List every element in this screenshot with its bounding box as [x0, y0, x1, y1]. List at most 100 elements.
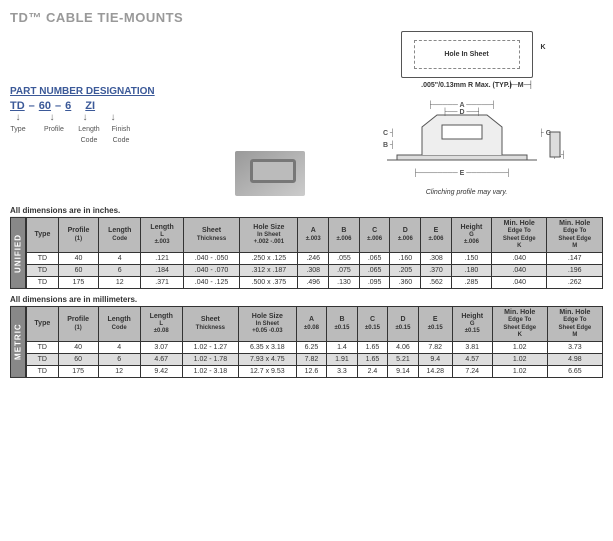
- table-row: TD606.184.040 - .070.312 x .187.308.075.…: [27, 264, 603, 276]
- table-cell: 6: [99, 264, 141, 276]
- pnd-length-label: Length Code: [78, 126, 99, 144]
- metric-side-label: METRIC: [10, 306, 26, 378]
- svg-text:B ┤: B ┤: [383, 140, 395, 150]
- table-cell: 12.6: [296, 365, 327, 377]
- table-cell: TD: [27, 264, 59, 276]
- table-cell: 1.02 - 1.27: [182, 341, 238, 353]
- table-cell: 7.93 x 4.75: [238, 353, 296, 365]
- table-cell: 3.3: [327, 365, 358, 377]
- table-cell: TD: [27, 365, 59, 377]
- table-cell: 4: [99, 252, 141, 264]
- table-header: Min. HoleEdge ToSheet EdgeM: [547, 218, 603, 253]
- part-number-arrows: ↓ ↓ ↓ ↓: [10, 112, 210, 123]
- table-cell: TD: [27, 353, 59, 365]
- table-cell: 2.4: [357, 365, 388, 377]
- table-cell: .130: [329, 276, 360, 288]
- table-cell: 6.35 x 3.18: [238, 341, 296, 353]
- table-cell: .496: [298, 276, 329, 288]
- table-header: Min. HoleEdge ToSheet EdgeK: [492, 306, 547, 341]
- table-cell: 9.14: [388, 365, 419, 377]
- diagram-side-view: ├───── A ─────┤ ├── D ──┤ C ┤ B ┤ ├─────…: [367, 97, 567, 187]
- part-number-labels: Type Profile Length Code Finish Code: [10, 123, 210, 145]
- table-header: E±.006: [421, 218, 452, 253]
- table-header: SheetThickness: [182, 306, 238, 341]
- table-cell: 4.67: [140, 353, 182, 365]
- table-cell: 1.4: [327, 341, 358, 353]
- table-cell: 175: [58, 276, 98, 288]
- svg-text:├──────── E ────────┤: ├──────── E ────────┤: [413, 168, 511, 178]
- table-cell: 7.24: [452, 365, 492, 377]
- hole-in-sheet-label: Hole In Sheet: [414, 40, 520, 69]
- table-row: TD17512.371.040 - .125.500 x .375.496.13…: [27, 276, 603, 288]
- table-row: TD404.121.040 - .050.250 x .125.246.055.…: [27, 252, 603, 264]
- table-row: TD6064.671.02 - 1.787.93 x 4.757.821.911…: [27, 353, 603, 365]
- arrow-down-icon: ↓: [111, 112, 116, 123]
- table-cell: TD: [27, 341, 59, 353]
- table-header: Min. HoleEdge ToSheet EdgeK: [492, 218, 547, 253]
- table-cell: .370: [421, 264, 452, 276]
- pnd-type-label: Type: [10, 126, 25, 133]
- table-cell: .040: [492, 276, 547, 288]
- table-header: LengthCode: [99, 218, 141, 253]
- table-cell: 1.02 - 3.18: [182, 365, 238, 377]
- table-cell: .040: [492, 252, 547, 264]
- pnd-sep: –: [29, 100, 35, 112]
- table-cell: 1.02: [492, 365, 547, 377]
- metric-table: TypeProfile(1)LengthCodeLengthL±0.08Shee…: [26, 306, 603, 378]
- pnd-finish-label: Finish Code: [112, 126, 131, 144]
- part-number-heading: PART NUMBER DESIGNATION: [10, 86, 210, 97]
- table-cell: 1.65: [357, 341, 388, 353]
- table-cell: .184: [141, 264, 183, 276]
- table-header: LengthCode: [98, 306, 140, 341]
- metric-table-wrap: METRIC TypeProfile(1)LengthCodeLengthL±0…: [10, 306, 603, 378]
- table-cell: 175: [58, 365, 98, 377]
- table-cell: 4: [98, 341, 140, 353]
- part-number-codes: TD – 60 – 6 ZI: [10, 100, 210, 112]
- table-cell: .500 x .375: [240, 276, 298, 288]
- table-cell: .285: [451, 276, 491, 288]
- unified-table: TypeProfile(1)LengthCodeLengthL±.003Shee…: [26, 217, 603, 289]
- table-header: Hole SizeIn Sheet+.002 -.001: [240, 218, 298, 253]
- pnd-type-code: TD: [10, 100, 25, 112]
- dim-m-label: ├─M─┤: [508, 82, 534, 89]
- table-header: A±.003: [298, 218, 329, 253]
- table-header: Min. HoleEdge ToSheet EdgeM: [547, 306, 602, 341]
- table-cell: 6.25: [296, 341, 327, 353]
- table-cell: 1.02: [492, 353, 547, 365]
- table-cell: 4.06: [388, 341, 419, 353]
- table-cell: 12: [98, 365, 140, 377]
- table-header: LengthL±.003: [141, 218, 183, 253]
- diagram-top-view: Hole In Sheet K ├─M─┤: [401, 31, 533, 78]
- table-cell: .308: [298, 264, 329, 276]
- table-cell: 12.7 x 9.53: [238, 365, 296, 377]
- table-cell: .040: [492, 264, 547, 276]
- svg-text:C ┤: C ┤: [383, 128, 395, 138]
- table-cell: .147: [547, 252, 603, 264]
- radius-note: .005"/0.13mm R Max. (TYP.): [330, 82, 603, 89]
- table-cell: 6.65: [547, 365, 602, 377]
- table-cell: 9.4: [418, 353, 452, 365]
- table-cell: 1.02 - 1.78: [182, 353, 238, 365]
- dim-k-label: K: [540, 44, 545, 51]
- table-header: D±0.15: [388, 306, 419, 341]
- table-cell: .205: [390, 264, 421, 276]
- table-cell: .040 - .125: [183, 276, 240, 288]
- table-cell: .360: [390, 276, 421, 288]
- table-cell: 1.65: [357, 353, 388, 365]
- pnd-length-code: 6: [65, 100, 71, 112]
- table-header: D±.006: [390, 218, 421, 253]
- pnd-profile-code: 60: [39, 100, 51, 112]
- diagram-caption: Clinching profile may vary.: [330, 189, 603, 196]
- table-header: HeightG±0.15: [452, 306, 492, 341]
- table-cell: 14.28: [418, 365, 452, 377]
- table-header: Profile(1): [58, 306, 98, 341]
- table-cell: .371: [141, 276, 183, 288]
- arrow-down-icon: ↓: [50, 112, 55, 123]
- top-section: PART NUMBER DESIGNATION TD – 60 – 6 ZI ↓…: [10, 31, 603, 196]
- table-cell: .308: [421, 252, 452, 264]
- table-header: E±0.15: [418, 306, 452, 341]
- table-header: LengthL±0.08: [140, 306, 182, 341]
- table-cell: 6: [98, 353, 140, 365]
- table-cell: .121: [141, 252, 183, 264]
- table-cell: .160: [390, 252, 421, 264]
